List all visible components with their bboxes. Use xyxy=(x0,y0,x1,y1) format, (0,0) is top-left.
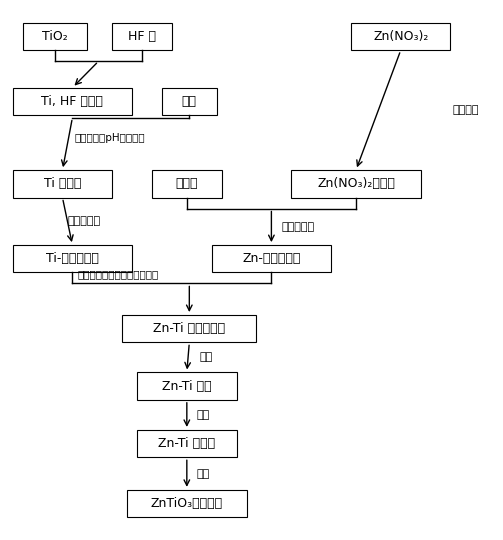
Text: 搅拌，溶解: 搅拌，溶解 xyxy=(281,222,314,232)
FancyBboxPatch shape xyxy=(152,170,222,198)
Text: Zn-Ti 溶胶: Zn-Ti 溶胶 xyxy=(162,380,212,393)
FancyBboxPatch shape xyxy=(23,23,88,50)
Text: Ti 酸沉淀: Ti 酸沉淀 xyxy=(44,177,81,190)
Text: 煅烧: 煅烧 xyxy=(197,469,210,478)
Text: 干燥: 干燥 xyxy=(197,410,210,420)
Text: Zn-Ti 干凝胶: Zn-Ti 干凝胶 xyxy=(158,437,215,450)
Text: HF 酸: HF 酸 xyxy=(128,30,156,43)
FancyBboxPatch shape xyxy=(212,245,331,273)
Text: Zn(NO₃)₂: Zn(NO₃)₂ xyxy=(373,30,429,43)
Text: 加热: 加热 xyxy=(199,353,213,362)
Text: 搅拌，调整pH值，过滤: 搅拌，调整pH值，过滤 xyxy=(75,133,145,143)
FancyBboxPatch shape xyxy=(122,315,257,342)
FancyBboxPatch shape xyxy=(137,373,236,400)
Text: Ti, HF 酸溶液: Ti, HF 酸溶液 xyxy=(41,95,103,108)
Text: 氨水: 氨水 xyxy=(182,95,197,108)
Text: 混合，搅拌，聚乙二醇酯化剂: 混合，搅拌，聚乙二醇酯化剂 xyxy=(77,269,158,280)
FancyBboxPatch shape xyxy=(13,245,132,273)
Text: Ti-柠檬酸溶液: Ti-柠檬酸溶液 xyxy=(46,252,99,265)
FancyBboxPatch shape xyxy=(13,87,132,115)
Text: 柠檬酸: 柠檬酸 xyxy=(176,177,198,190)
FancyBboxPatch shape xyxy=(291,170,421,198)
FancyBboxPatch shape xyxy=(162,87,217,115)
Text: 去离子水: 去离子水 xyxy=(453,105,479,115)
Text: Zn-柠檬酸溶液: Zn-柠檬酸溶液 xyxy=(242,252,301,265)
Text: TiO₂: TiO₂ xyxy=(42,30,68,43)
FancyBboxPatch shape xyxy=(112,23,172,50)
Text: ZnTiO₃纳米粉体: ZnTiO₃纳米粉体 xyxy=(151,497,223,510)
FancyBboxPatch shape xyxy=(13,170,112,198)
FancyBboxPatch shape xyxy=(127,490,246,517)
Text: Zn-Ti 前驱体溶液: Zn-Ti 前驱体溶液 xyxy=(153,322,225,335)
Text: 搅拌，水热: 搅拌，水热 xyxy=(67,217,101,226)
FancyBboxPatch shape xyxy=(351,23,451,50)
FancyBboxPatch shape xyxy=(137,430,236,457)
Text: Zn(NO₃)₂水溶液: Zn(NO₃)₂水溶液 xyxy=(317,177,395,190)
